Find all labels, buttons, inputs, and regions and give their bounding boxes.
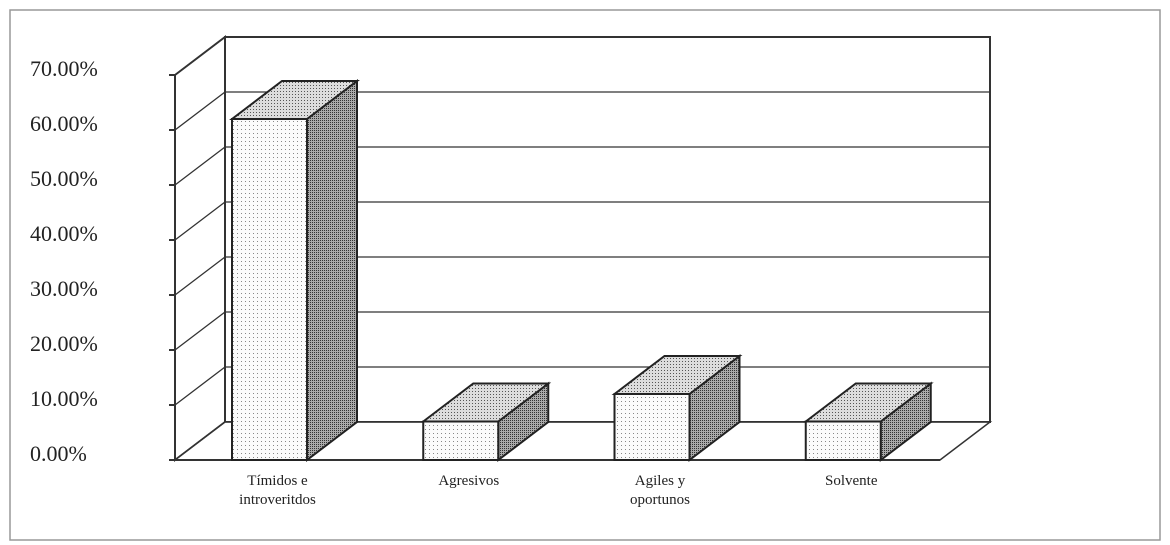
y-tick-label: 50.00% bbox=[30, 166, 98, 191]
bar bbox=[613, 393, 691, 461]
y-tick-label: 70.00% bbox=[30, 56, 98, 81]
bar-side bbox=[306, 78, 358, 463]
y-tick-label: 30.00% bbox=[30, 276, 98, 301]
grid-line bbox=[174, 146, 990, 186]
bar bbox=[422, 420, 500, 461]
bar bbox=[804, 420, 882, 461]
x-tick-label: Agresivos bbox=[438, 473, 500, 489]
grid-line bbox=[174, 201, 990, 241]
x-tick-label: Tímidos e introveritdos bbox=[239, 473, 316, 508]
grid-line bbox=[174, 91, 990, 131]
y-tick-label: 40.00% bbox=[30, 221, 98, 246]
side-wall bbox=[174, 34, 226, 463]
x-tick-label: Agiles y oportunos bbox=[630, 473, 690, 508]
y-tick-label: 10.00% bbox=[30, 386, 98, 411]
bar bbox=[231, 118, 308, 461]
frame bbox=[9, 9, 1161, 541]
grid-line bbox=[174, 311, 990, 351]
y-tick-label: 20.00% bbox=[30, 331, 98, 356]
y-tick-label: 60.00% bbox=[30, 111, 98, 136]
grid-line bbox=[174, 36, 990, 76]
x-tick-label: Solvente bbox=[825, 473, 878, 489]
grid-line bbox=[174, 256, 990, 296]
y-tick-label: 0.00% bbox=[30, 441, 87, 466]
